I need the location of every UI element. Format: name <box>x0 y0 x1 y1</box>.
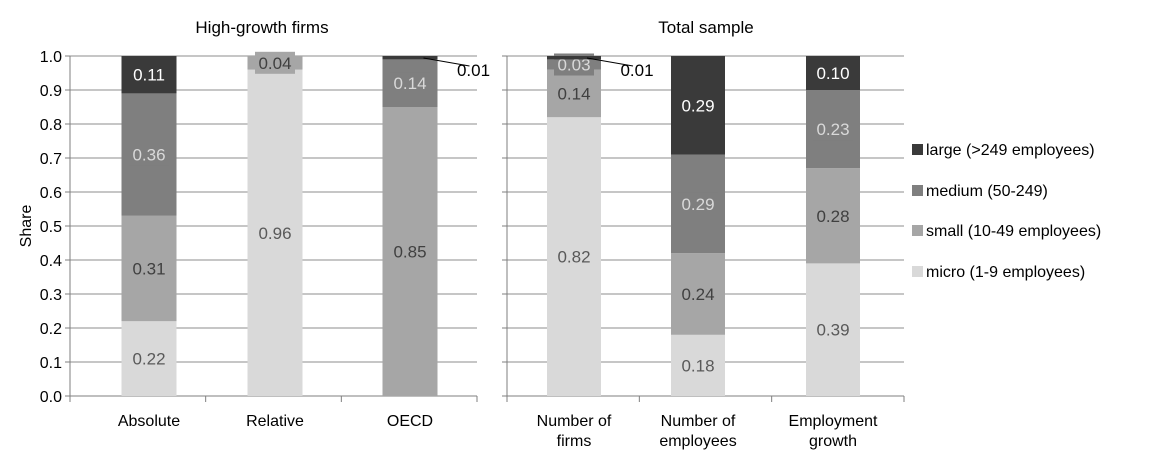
bar-segment-large <box>382 56 438 60</box>
data-label: 0.01 <box>457 61 490 80</box>
y-tick-label: 0.7 <box>40 151 62 168</box>
legend-label: large (>249 employees) <box>926 142 1095 159</box>
legend-swatch <box>912 144 923 155</box>
data-label-bg <box>129 63 169 86</box>
data-label-bg <box>813 118 853 141</box>
y-tick-label: 1.0 <box>40 49 62 66</box>
y-tick-label: 0.2 <box>40 321 62 338</box>
data-label: 0.10 <box>816 64 849 83</box>
data-label-bg <box>554 245 594 268</box>
data-label: 0.39 <box>816 321 849 340</box>
data-label: 0.31 <box>132 260 165 279</box>
data-label: 0.23 <box>816 120 849 139</box>
data-label-bg <box>554 82 594 105</box>
data-label-bg <box>255 221 295 244</box>
data-label: 0.82 <box>557 248 590 267</box>
panel-title: Total sample <box>658 18 753 37</box>
y-tick-label: 0.4 <box>40 253 62 270</box>
x-category-label: growth <box>809 433 857 450</box>
data-label: 0.29 <box>681 96 714 115</box>
y-tick-label: 0.0 <box>40 389 62 406</box>
data-label-bg <box>678 94 718 117</box>
data-label: 0.14 <box>557 84 590 103</box>
data-label-bg <box>129 257 169 280</box>
legend-label: small (10-49 employees) <box>926 223 1101 240</box>
data-label: 0.03 <box>557 56 590 75</box>
data-label-bg <box>390 240 430 263</box>
legend-label: medium (50-249) <box>926 183 1048 200</box>
panel-title: High-growth firms <box>195 18 328 37</box>
data-label-bg <box>678 354 718 377</box>
data-label-bg <box>678 192 718 215</box>
y-tick-label: 0.6 <box>40 185 62 202</box>
x-category-label: Employment <box>789 413 878 430</box>
data-label: 0.36 <box>132 146 165 165</box>
data-label-bg <box>813 62 853 84</box>
legend-swatch <box>912 266 923 277</box>
data-label-bg <box>813 318 853 341</box>
data-label: 0.18 <box>681 356 714 375</box>
legend-swatch <box>912 185 923 196</box>
y-tick-label: 0.3 <box>40 287 62 304</box>
callout-line <box>423 57 470 67</box>
data-label: 0.01 <box>620 61 653 80</box>
data-label-bg <box>129 347 169 370</box>
data-label: 0.29 <box>681 195 714 214</box>
data-label-bg <box>678 283 718 305</box>
x-category-label: Relative <box>246 413 304 430</box>
data-label: 0.14 <box>393 74 426 93</box>
x-category-label: Number of <box>661 413 736 430</box>
data-label-bg <box>255 51 295 74</box>
legend-swatch <box>912 225 923 236</box>
y-tick-label: 0.8 <box>40 117 62 134</box>
x-category-label: Number of <box>537 413 612 430</box>
y-tick-label: 0.9 <box>40 83 62 100</box>
data-label: 0.22 <box>132 350 165 369</box>
data-label-bg <box>390 72 430 95</box>
x-category-label: Absolute <box>118 413 180 430</box>
data-label-bg <box>813 204 853 227</box>
data-label: 0.96 <box>258 224 291 243</box>
y-tick-label: 0.1 <box>40 355 62 372</box>
x-category-label: OECD <box>387 413 433 430</box>
bar-segment-large <box>547 56 601 60</box>
data-label: 0.85 <box>393 243 426 262</box>
data-label: 0.11 <box>133 66 165 85</box>
x-category-label: employees <box>659 433 736 450</box>
data-label-bg <box>129 143 169 166</box>
data-label: 0.28 <box>816 207 849 226</box>
data-label: 0.24 <box>681 285 714 304</box>
y-tick-label: 0.5 <box>40 219 62 236</box>
y-axis-label: Share <box>18 205 35 248</box>
legend-label: micro (1-9 employees) <box>926 264 1085 281</box>
x-category-label: firms <box>557 433 592 450</box>
data-label: 0.04 <box>258 54 291 73</box>
callout-line <box>586 57 634 67</box>
